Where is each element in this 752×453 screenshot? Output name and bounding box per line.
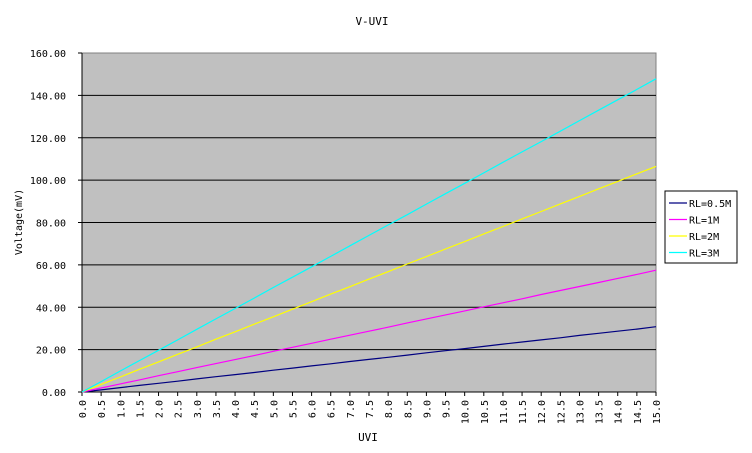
x-tick-label: 11.0: [499, 400, 510, 424]
x-tick-label: 9.0: [422, 400, 433, 418]
legend-label: RL=3M: [689, 249, 719, 260]
y-tick-label: 40.00: [36, 303, 66, 314]
legend: RL=0.5M RL=1M RL=2M RL=3M: [664, 190, 738, 264]
x-tick-label: 12.5: [556, 400, 567, 424]
x-tick-label: 4.0: [231, 400, 242, 418]
x-axis-label: UVI: [358, 431, 378, 444]
series-line-rl-3m: [81, 78, 657, 393]
y-tick-label: 0.00: [42, 388, 66, 399]
x-tick-label: 6.5: [327, 400, 338, 418]
x-tick-label: 1.0: [116, 400, 127, 418]
x-tick-label: 14.5: [633, 400, 644, 424]
x-tick-label: 1.5: [135, 400, 146, 418]
legend-label: RL=2M: [689, 232, 719, 243]
x-tick-label: 11.5: [518, 400, 529, 424]
x-tick-label: 4.5: [250, 400, 261, 418]
x-tick-label: 0.0: [78, 400, 89, 418]
x-tick-label: 0.5: [97, 400, 108, 418]
x-tick-label: 15.0: [652, 400, 663, 424]
y-tick-label: 120.00: [30, 134, 66, 145]
y-tick-label: 80.00: [36, 219, 66, 230]
x-tick-label: 8.5: [403, 400, 414, 418]
chart-title: V-UVI: [355, 15, 388, 28]
y-tick-label: 100.00: [30, 176, 66, 187]
legend-label: RL=0.5M: [689, 199, 731, 210]
x-tick-label: 3.0: [193, 400, 204, 418]
y-tick-label: 60.00: [36, 261, 66, 272]
plot-area: 0.00 20.00 40.00 60.00 80.00 100.00 120.00 140.…: [30, 49, 663, 424]
x-tick-label: 13.5: [595, 400, 606, 424]
legend-label: RL=1M: [689, 216, 719, 227]
y-axis-label: Voltage(mV): [14, 189, 25, 255]
x-tick-label: 5.5: [288, 400, 299, 418]
x-tick-label: 10.0: [461, 400, 472, 424]
x-tick-label: 12.0: [537, 400, 548, 424]
y-tick-label: 160.00: [30, 49, 66, 60]
series-line-rl-1m: [81, 269, 657, 393]
y-tick-label: 20.00: [36, 346, 66, 357]
x-tick-label: 7.0: [346, 400, 357, 418]
x-tick-label: 2.0: [155, 400, 166, 418]
series-line-rl-2m: [81, 165, 657, 393]
x-tick-label: 7.5: [365, 400, 376, 418]
x-tick-label: 3.5: [212, 400, 223, 418]
x-tick-label: 5.0: [269, 400, 280, 418]
x-tick-label: 2.5: [174, 400, 185, 418]
series-line-rl-0-5m: [81, 326, 657, 393]
x-tick-label: 14.0: [614, 400, 625, 424]
x-tick-label: 10.5: [480, 400, 491, 424]
x-tick-label: 6.0: [308, 400, 319, 418]
x-tick-label: 8.0: [384, 400, 395, 418]
x-tick-label: 9.5: [442, 400, 453, 418]
y-tick-label: 140.00: [30, 91, 66, 102]
x-tick-label: 13.0: [575, 400, 586, 424]
